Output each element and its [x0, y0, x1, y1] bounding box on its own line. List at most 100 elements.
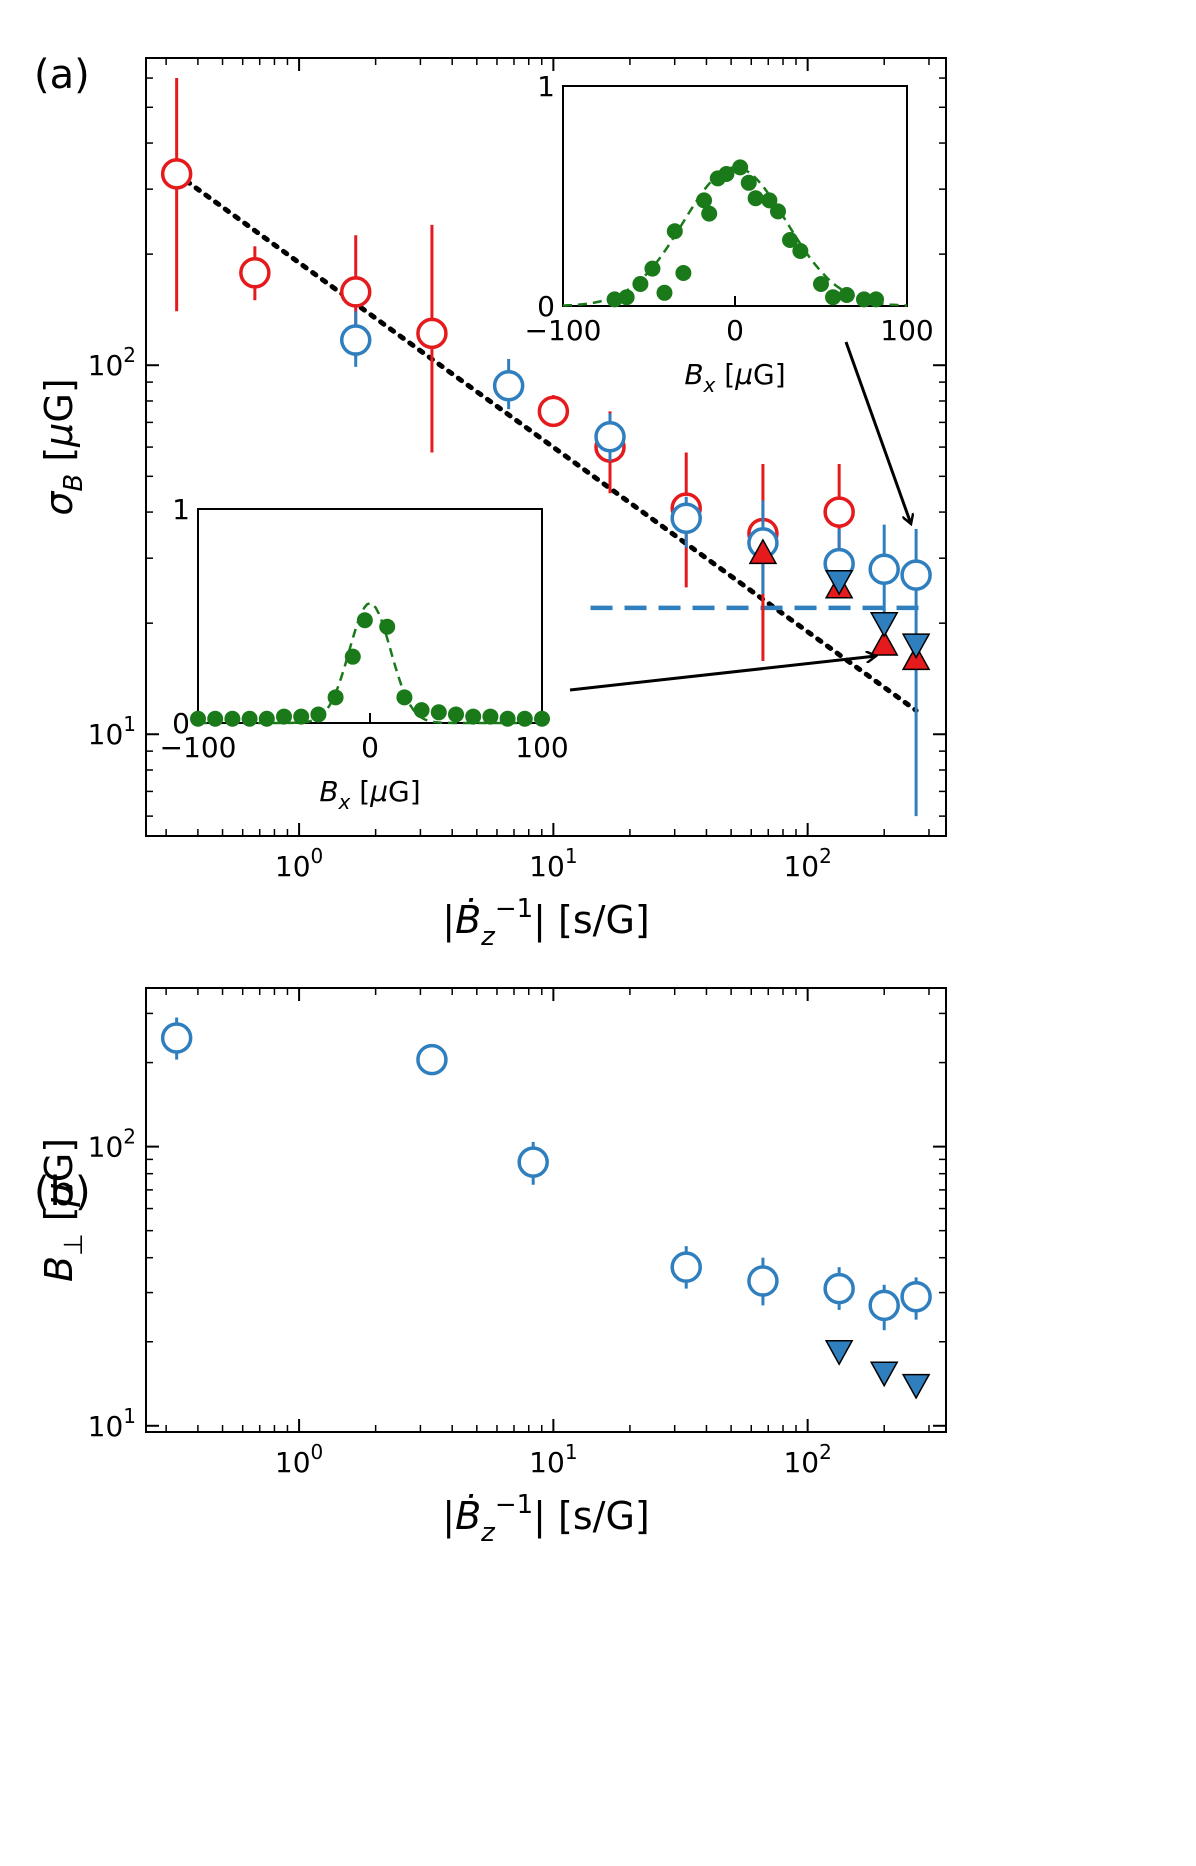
inset-bottom-gaussian-fit — [198, 601, 542, 725]
panel-b-y-tick-label-1-exp: 2 — [123, 1125, 136, 1149]
inset-top-point-22 — [868, 291, 885, 308]
inset-bottom-point-12 — [396, 689, 413, 706]
inset-bottom-point-4 — [258, 710, 275, 727]
panel-b-x-axis-label-B: Ḃ — [455, 1494, 481, 1538]
panel-b-x-axis-label-sub: z — [480, 1518, 496, 1548]
panel-a-x-tick-label-2-base: 10 — [783, 850, 819, 883]
inset-top-point-15 — [770, 203, 786, 220]
inset-top-point-21 — [856, 291, 872, 308]
inset-top-point-1 — [618, 289, 635, 306]
panel-a-x-axis-label: |Ḃz−1| [s/G] — [442, 894, 649, 952]
inset-bottom-point-20 — [534, 710, 550, 727]
inset-bottom-point-11 — [379, 618, 396, 635]
inset-bottom-point-13 — [413, 702, 430, 719]
inset-bottom-point-6 — [293, 708, 310, 725]
panel-a-y-tick-label-1: 102 — [88, 343, 136, 382]
panel-b-x-tick-label-1-exp: 1 — [565, 1440, 578, 1464]
inset-bottom-point-16 — [465, 708, 482, 725]
panel-a-series2-point-0 — [748, 538, 778, 565]
arrow-bottom-inset — [569, 656, 876, 692]
panel-b-series0-point-3 — [670, 1251, 702, 1283]
inset-bottom-x-axis-label-sub: x — [338, 790, 351, 814]
panel-b-x-tick-label-0-exp: 0 — [311, 1440, 324, 1464]
inset-top-x-axis-label-sub: x — [703, 373, 716, 397]
panel-a-y-axis-label-sigma: σ — [37, 490, 81, 516]
panel-b-series0-point-6 — [868, 1289, 900, 1322]
panel-b-x-tick-label-0: 100 — [275, 1440, 323, 1479]
inset-top-point-14 — [761, 192, 778, 209]
panel-a-label: (a) — [34, 52, 90, 98]
inset-bottom-point-9 — [344, 648, 361, 665]
inset-top-point-10 — [718, 166, 735, 182]
inset-top-point-3 — [644, 260, 661, 277]
panel-a-x-axis-label-sup: −1 — [495, 894, 533, 924]
panel-a-x-tick-label-1: 101 — [529, 844, 577, 883]
panel-a-x-tick-label-2-exp: 2 — [819, 844, 832, 868]
panel-a-series1-point-2 — [594, 420, 626, 453]
panel-b-y-axis-label-mu: μ — [37, 1182, 81, 1207]
arrow-top-inset — [844, 341, 911, 524]
panel-a-series0-point-0 — [160, 158, 193, 190]
inset-bottom-point-15 — [448, 706, 464, 723]
panel-a-y-tick-label-0-exp: 1 — [123, 712, 136, 736]
panel-a-x-tick-label-0-exp: 0 — [311, 844, 324, 868]
inset-bottom-x-axis-label-B: B — [319, 775, 338, 808]
inset-top-point-12 — [740, 174, 757, 191]
inset-bottom-point-2 — [224, 710, 241, 727]
panel-a-x-tick-label-2: 102 — [783, 844, 831, 883]
inset-top-point-16 — [782, 232, 799, 248]
panel-b-x-axis-label-sup: −1 — [495, 1490, 533, 1520]
panel-a-y-tick-label-1-base: 10 — [88, 349, 124, 382]
panel-a-x-tick-label-1-exp: 1 — [565, 844, 578, 868]
panel-a-y-axis-label: σB [μG] — [37, 378, 89, 515]
inset-top-point-0 — [606, 291, 623, 308]
inset-top-y-tick-label-1: 1 — [537, 70, 555, 103]
inset-bottom-x-axis-label: Bx [μG] — [319, 775, 420, 814]
inset-top-point-17 — [792, 243, 809, 259]
panel-b-y-axis-label: B⊥ [μG] — [37, 1138, 89, 1282]
panel-b-series0-point-7 — [900, 1280, 932, 1313]
inset-top-point-18 — [813, 276, 829, 292]
panel-a-series3-point-1 — [869, 612, 899, 638]
inset-top-point-6 — [675, 265, 692, 281]
inset-bottom-x-axis-label-mu: μ — [369, 775, 388, 808]
inset-bottom-y-tick-label-1: 1 — [172, 493, 190, 526]
panel-a-x-tick-label-0-base: 10 — [275, 850, 311, 883]
panel-a-x-axis-label-sub: z — [480, 922, 496, 952]
inset-top-x-axis-label-unit: G] — [753, 358, 786, 391]
panel-b-frame — [145, 987, 947, 1433]
panel-b-y-axis-label-sub: ⊥ — [59, 1233, 89, 1256]
inset-bottom-point-10 — [356, 612, 373, 629]
inset-bottom-point-5 — [276, 708, 292, 725]
inset-bottom-point-18 — [499, 710, 516, 727]
panel-a-y-tick-label-1-exp: 2 — [123, 343, 136, 367]
inset-bottom-x-tick-label-1: 0 — [361, 731, 379, 764]
panel-b-series0-point-1 — [416, 1043, 448, 1076]
panel-b-series0-point-2 — [517, 1146, 549, 1178]
inset-top-frame — [562, 85, 908, 307]
panel-b-x-tick-label-1-base: 10 — [529, 1446, 565, 1479]
panel-b-x-axis-label-open: | — [442, 1494, 455, 1539]
panel-b-series0-point-0 — [160, 1022, 193, 1054]
inset-top-x-axis-label-mu: μ — [734, 358, 753, 391]
inset-top-x-tick-label-2: 100 — [880, 314, 933, 347]
panel-a-x-tick-label-0: 100 — [275, 844, 323, 883]
inset-top-x-axis-label-rest: [ — [715, 358, 735, 391]
panel-a-dotted-line — [174, 171, 919, 713]
panel-a-series3-point-2 — [901, 633, 931, 660]
panel-a-frame — [145, 57, 947, 837]
panel-b-series1-point-1 — [869, 1361, 899, 1388]
inset-top-point-5 — [666, 223, 683, 240]
panel-b-x-axis-label-rest: | [s/G] — [533, 1494, 650, 1539]
inset-bottom-point-0 — [190, 710, 206, 727]
inset-top-point-4 — [656, 284, 673, 301]
panel-a-x-tick-label-1-base: 10 — [529, 850, 565, 883]
panel-a-y-tick-label-0: 101 — [88, 712, 136, 751]
panel-b-y-tick-label-0: 101 — [88, 1404, 136, 1443]
inset-bottom-y-tick-label-0: 0 — [172, 707, 190, 740]
panel-b-series1-point-2 — [901, 1373, 931, 1400]
inset-top-y-tick-label-0: 0 — [537, 290, 555, 323]
panel-b-label: (b) — [34, 1169, 91, 1215]
